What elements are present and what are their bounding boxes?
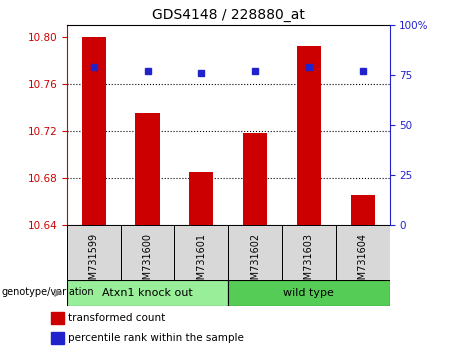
Text: transformed count: transformed count: [68, 313, 165, 323]
Bar: [121, 225, 174, 280]
Title: GDS4148 / 228880_at: GDS4148 / 228880_at: [152, 8, 305, 22]
Bar: [228, 280, 390, 306]
Bar: [174, 225, 228, 280]
Bar: [67, 225, 121, 280]
Bar: [228, 225, 282, 280]
Text: genotype/variation: genotype/variation: [1, 287, 94, 297]
Text: Atxn1 knock out: Atxn1 knock out: [102, 288, 193, 298]
Text: GSM731602: GSM731602: [250, 233, 260, 292]
Text: percentile rank within the sample: percentile rank within the sample: [68, 333, 244, 343]
Bar: [82, 36, 106, 225]
Bar: [136, 113, 160, 225]
Text: GSM731601: GSM731601: [196, 233, 207, 292]
Bar: [243, 133, 267, 225]
Bar: [189, 172, 213, 225]
Bar: [350, 195, 375, 225]
Bar: [67, 280, 228, 306]
Bar: [51, 312, 64, 324]
Bar: [51, 332, 64, 344]
Bar: [336, 225, 390, 280]
Bar: [297, 46, 321, 225]
Text: GSM731600: GSM731600: [142, 233, 153, 292]
Text: GSM731604: GSM731604: [358, 233, 368, 292]
Bar: [282, 225, 336, 280]
Text: wild type: wild type: [284, 288, 334, 298]
Text: GSM731603: GSM731603: [304, 233, 314, 292]
Text: GSM731599: GSM731599: [89, 233, 99, 292]
